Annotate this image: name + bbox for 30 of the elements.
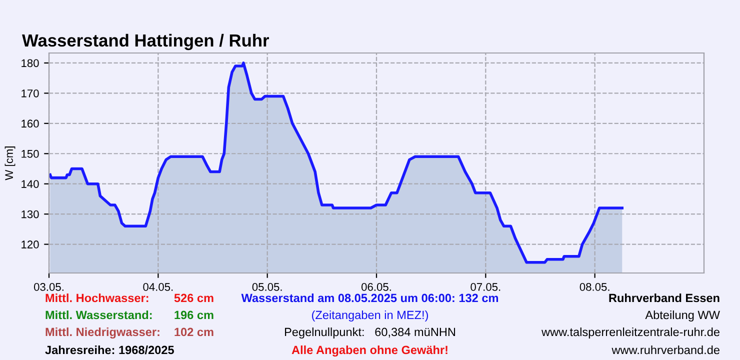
text: 102 cm bbox=[174, 328, 214, 336]
x-tick-label: 06.05. bbox=[361, 283, 391, 291]
text: (Zeitangaben in MEZ!) bbox=[312, 310, 428, 322]
chart-title: Wasserstand Hattingen / Ruhr bbox=[22, 34, 269, 50]
y-axis-title: W [cm] bbox=[4, 146, 16, 180]
text: www.talsperrenleitzentrale-ruhr.de bbox=[542, 327, 720, 338]
text: Jahresreihe: 1968/2025 bbox=[45, 345, 174, 354]
x-tick-label: 05.05. bbox=[252, 283, 282, 291]
text: Mittl. Niedrigwasser: bbox=[46, 327, 160, 339]
y-tick-label: 160 bbox=[22, 120, 39, 128]
text: Wasserstand am 08.05.2025 um 06:00: 132 cm bbox=[241, 293, 498, 302]
x-tick-label: 07.05. bbox=[470, 283, 500, 291]
text: Alle Angaben ohne Gewähr! bbox=[292, 345, 448, 357]
y-tick-label: 150 bbox=[22, 150, 39, 158]
y-tick-label: 140 bbox=[22, 180, 39, 188]
text: Mittl. Hochwasser: bbox=[46, 293, 148, 302]
text: Mittl. Wasserstand: bbox=[46, 310, 152, 320]
text: Ruhrverband Essen bbox=[609, 293, 720, 302]
x-tick-label: 03.05. bbox=[34, 283, 64, 291]
x-tick-label: 04.05. bbox=[143, 283, 173, 291]
y-tick-label: 130 bbox=[22, 210, 39, 218]
y-tick-label: 170 bbox=[22, 89, 39, 98]
text: 526 cm bbox=[174, 294, 214, 302]
text: 196 cm bbox=[174, 310, 214, 320]
text: www.ruhrverband.de bbox=[612, 345, 720, 354]
text: Pegelnullpunkt: 60,384 müNHN bbox=[285, 327, 456, 338]
x-tick-label: 08.05. bbox=[580, 283, 610, 291]
text: Abteilung WW bbox=[645, 310, 720, 322]
y-tick-label: 120 bbox=[22, 240, 39, 248]
y-tick-label: 180 bbox=[22, 59, 39, 68]
